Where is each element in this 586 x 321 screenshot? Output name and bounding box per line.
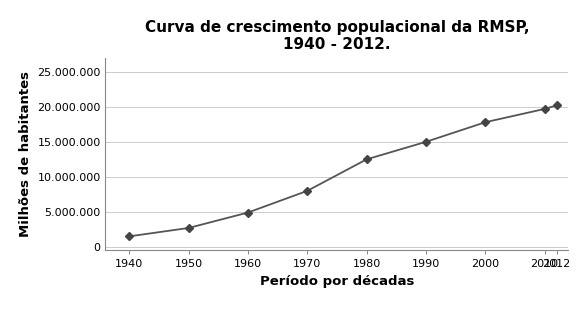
X-axis label: Período por décadas: Período por décadas <box>260 275 414 288</box>
Y-axis label: Milhões de habitantes: Milhões de habitantes <box>19 71 32 237</box>
Title: Curva de crescimento populacional da RMSP,
1940 - 2012.: Curva de crescimento populacional da RMS… <box>145 20 529 52</box>
